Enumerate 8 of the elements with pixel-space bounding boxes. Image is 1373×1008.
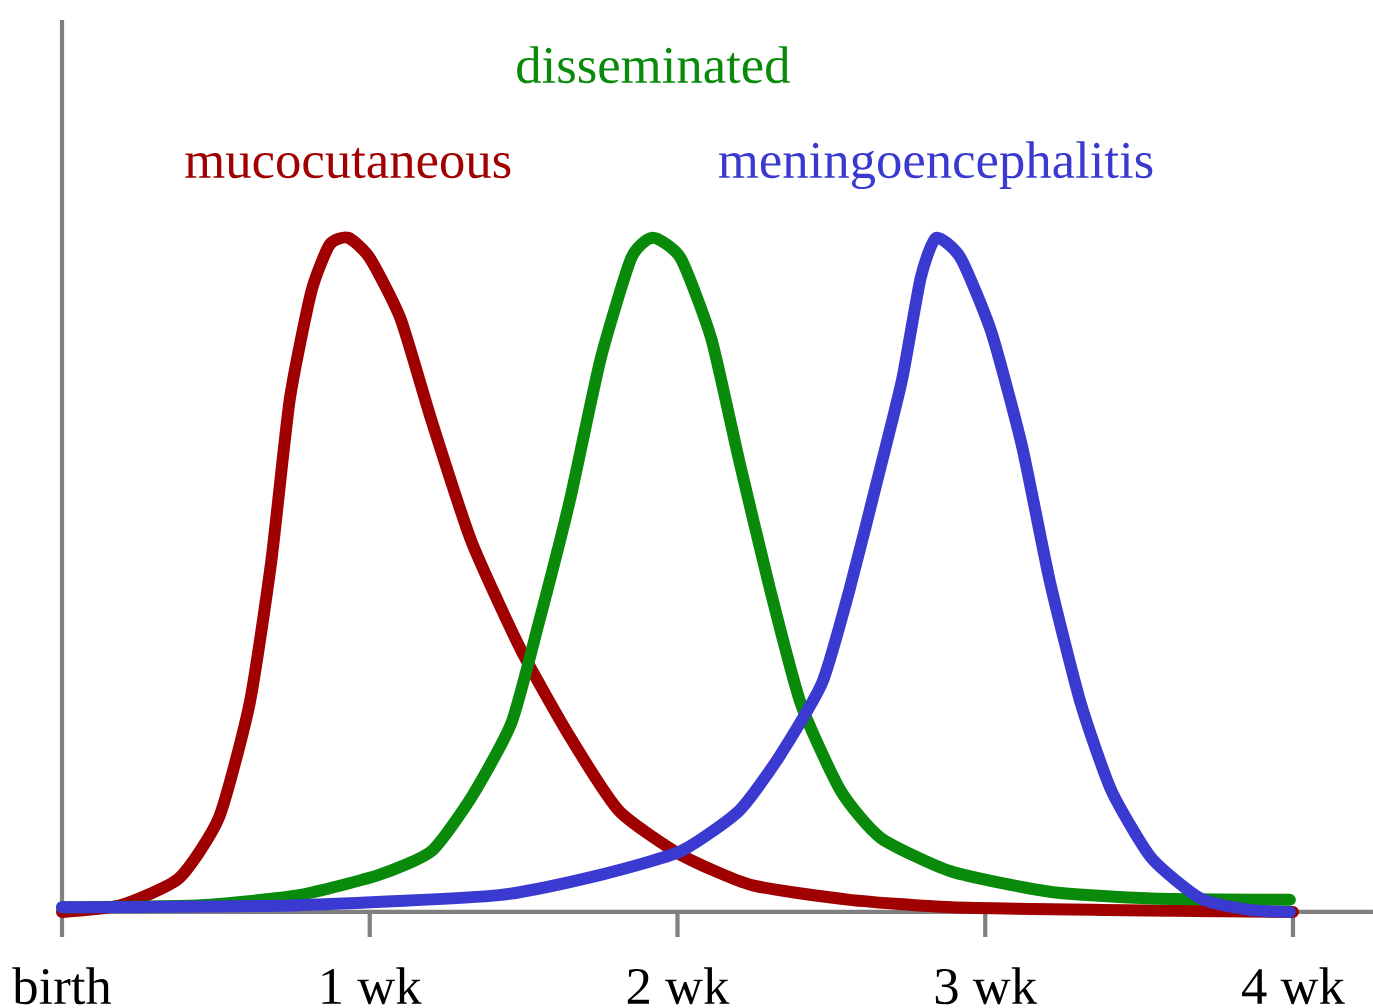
series-label: meningoencephalitis	[718, 141, 1153, 190]
x-tick-label: 1 wk	[322, 967, 422, 1005]
x-tick-label: 3 wk	[935, 967, 1038, 1005]
x-tick-label: 2 wk	[627, 967, 730, 1005]
x-tick-label: 4 wk	[1242, 967, 1345, 1005]
text: disseminated	[517, 46, 790, 84]
x-tick-label: birth	[12, 967, 112, 1005]
series-label: mucocutaneous	[185, 148, 511, 179]
